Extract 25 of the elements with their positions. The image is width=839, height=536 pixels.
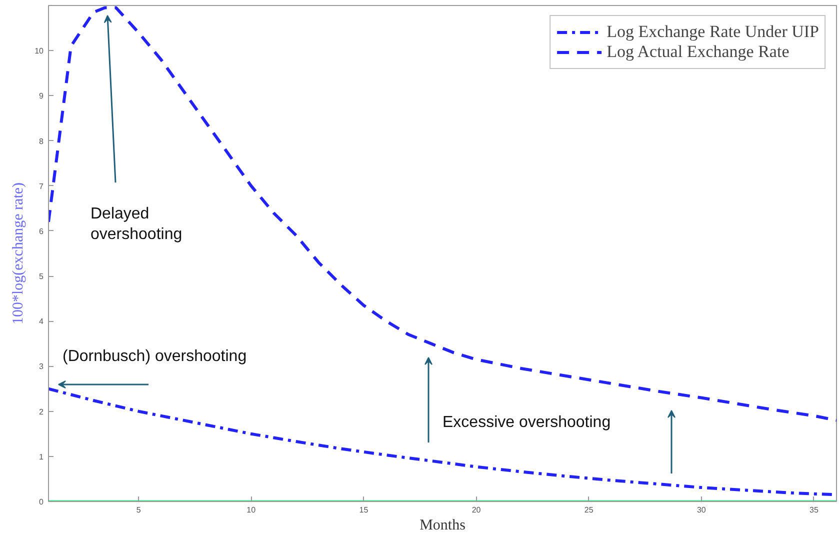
x-tick-label: 25: [584, 506, 594, 514]
y-tick-label: 9: [39, 92, 44, 101]
y-tick-label: 8: [39, 136, 44, 146]
x-tick-label: 10: [246, 506, 256, 514]
x-axis-title: Months: [420, 518, 466, 534]
y-tick-label: 5: [39, 272, 44, 282]
x-tick-label: 15: [359, 506, 369, 514]
annotation: Excessive overshooting: [442, 414, 611, 431]
x-tick-label: 5: [136, 506, 142, 514]
y-tick-label: 7: [39, 182, 44, 191]
annotation: Delayed overshooting: [90, 206, 182, 243]
legend-label: Log Actual Exchange Rate: [606, 42, 790, 62]
annotation: (Dornbusch) overshooting: [62, 348, 247, 365]
y-tick-label: 3: [39, 362, 44, 372]
y-tick-label: 1: [39, 452, 44, 462]
y-tick-label: 4: [39, 317, 44, 326]
y-axis-title: 100*log(exchange rate): [10, 182, 27, 325]
x-tick-label: 20: [472, 506, 482, 514]
y-tick-label: 2: [39, 407, 44, 416]
y-tick-label: 0: [39, 498, 44, 506]
x-tick-label: 35: [810, 506, 819, 514]
legend-label: Log Exchange Rate Under UIP: [606, 22, 819, 42]
y-tick-label: 10: [34, 46, 44, 56]
x-tick-label: 30: [696, 506, 706, 514]
y-tick-label: 6: [39, 226, 44, 236]
